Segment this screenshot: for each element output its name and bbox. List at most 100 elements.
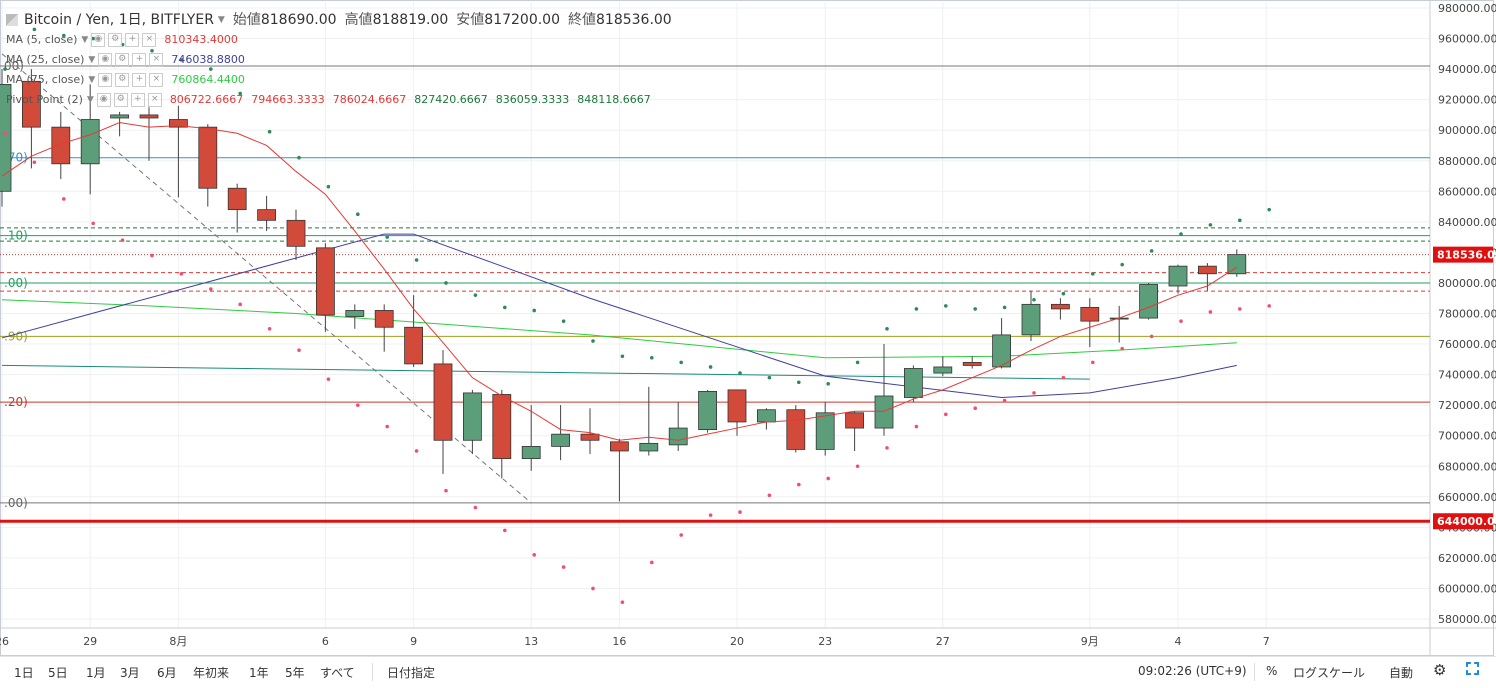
candle-body — [404, 326, 424, 365]
indicator-name[interactable]: MA (25, close) — [6, 53, 85, 66]
indicator-name[interactable]: MA (75, close) — [6, 73, 85, 86]
eye-icon[interactable]: ◉ — [98, 73, 113, 87]
sar-dot — [326, 184, 331, 189]
sar-dot — [1179, 319, 1183, 323]
sar-dot — [1149, 334, 1154, 339]
indicator-row[interactable]: Pivot Point (2) ▼ ◉ ⚙ + × 806722.6667 794663.33… — [6, 90, 672, 110]
candle-body — [1168, 265, 1188, 287]
symbol-row: Bitcoin / Yen, 1日, BITFLYER ▼ 始値 818690.0… — [6, 10, 672, 30]
sar-dot — [414, 258, 419, 262]
ma25-line — [1, 233, 1237, 399]
plus-icon[interactable]: + — [132, 73, 147, 87]
sar-dot — [238, 302, 242, 307]
close-icon[interactable]: × — [149, 73, 164, 87]
ma5-line — [1, 122, 1238, 441]
chevron-down-icon[interactable]: ▼ — [86, 95, 94, 105]
indicator-row[interactable]: MA (5, close) ▼ ◉ ⚙ + × 810343.4000 — [6, 30, 672, 50]
gear-icon[interactable]: ⚙ — [115, 73, 130, 87]
eye-icon[interactable]: ◉ — [91, 33, 106, 47]
sar-dot — [1238, 307, 1242, 311]
candle-body — [286, 219, 306, 247]
plus-icon[interactable]: + — [130, 93, 145, 107]
symbol-title[interactable]: Bitcoin / Yen, 1日, BITFLYER — [24, 12, 214, 28]
range-button[interactable]: 1月 — [86, 666, 106, 680]
sar-dot — [1091, 271, 1095, 276]
fib-level-label: 00) — [4, 59, 24, 73]
range-button[interactable]: 6月 — [157, 666, 177, 680]
range-button[interactable]: 1日 — [14, 666, 34, 680]
sar-dot — [179, 58, 184, 62]
eye-icon[interactable]: ◉ — [96, 93, 111, 107]
sar-dot — [708, 365, 713, 369]
range-button[interactable]: 5日 — [48, 666, 68, 680]
candle-body — [374, 310, 394, 328]
plus-icon[interactable]: + — [125, 33, 140, 47]
sar-dot — [473, 505, 478, 510]
fullscreen-icon[interactable] — [1466, 662, 1479, 675]
gear-icon[interactable]: ⚙ — [108, 33, 123, 47]
low-value: 817200.00 — [484, 12, 560, 28]
price-tick-label: 660000.00 — [1438, 491, 1496, 504]
range-button[interactable]: 1年 — [249, 666, 269, 680]
last-price-tag-bg — [1433, 246, 1493, 263]
range-button[interactable]: 5年 — [285, 666, 305, 680]
indicator-value: 760864.4400 — [171, 73, 245, 86]
candle-body — [227, 187, 247, 211]
gear-icon[interactable]: ⚙ — [1433, 661, 1447, 679]
indicator-row[interactable]: MA (75, close) ▼ ◉ ⚙ + × 760864.4400 — [6, 70, 672, 90]
candle-body — [1139, 284, 1158, 319]
sar-dot — [1267, 304, 1271, 308]
close-icon[interactable]: × — [142, 33, 157, 47]
range-button[interactable]: 年初来 — [193, 666, 230, 680]
support-price-tag: 644000.00 — [1437, 515, 1496, 528]
candle-body — [1080, 306, 1100, 322]
sar-dot — [679, 533, 683, 537]
plus-icon[interactable]: + — [132, 53, 147, 67]
high-label: 高値 — [344, 12, 373, 28]
candle-body — [992, 334, 1011, 368]
sar-dot — [150, 253, 154, 258]
indicator-values: 806722.6667 794663.3333 786024.6667 827420.… — [162, 90, 651, 110]
close-icon[interactable]: × — [149, 53, 164, 67]
sar-dot — [1238, 218, 1242, 223]
percent-toggle[interactable]: % — [1266, 664, 1278, 678]
range-button[interactable]: 3月 — [120, 666, 140, 680]
indicator-row[interactable]: MA (25, close) ▼ ◉ ⚙ + × 746038.8800 — [6, 50, 672, 70]
candle-body — [462, 392, 482, 441]
time-tick-label: 20 — [730, 635, 744, 648]
close-icon[interactable]: × — [147, 93, 162, 107]
date-picker-button[interactable]: 日付指定 — [387, 666, 436, 680]
sar-dot — [973, 307, 977, 311]
gear-icon[interactable]: ⚙ — [115, 53, 130, 67]
range-button[interactable]: すべて — [320, 666, 355, 680]
sar-dot — [532, 553, 536, 557]
sar-dot — [62, 197, 66, 201]
indicator-name[interactable]: MA (5, close) — [6, 33, 78, 46]
price-tick-label: 880000.00 — [1438, 155, 1496, 168]
candle-body — [668, 427, 688, 446]
chevron-down-icon[interactable]: ▼ — [81, 35, 89, 45]
sar-dot — [914, 307, 919, 311]
eye-icon[interactable]: ◉ — [98, 53, 113, 67]
chevron-down-icon[interactable]: ▼ — [88, 75, 96, 85]
sar-dot — [1149, 249, 1154, 253]
clock-readout[interactable]: 09:02:26 (UTC+9) — [1138, 664, 1247, 678]
gear-icon[interactable]: ⚙ — [113, 93, 128, 107]
sar-dot — [1002, 305, 1007, 310]
log-scale-toggle[interactable]: ログスケール — [1293, 666, 1366, 680]
time-tick-label: 27 — [936, 635, 950, 648]
price-tick-label: 980000.00 — [1438, 2, 1496, 15]
auto-scale-toggle[interactable]: 自動 — [1389, 666, 1414, 680]
chevron-down-icon[interactable]: ▼ — [88, 55, 96, 65]
price-tick-label: 940000.00 — [1438, 63, 1496, 76]
candle-body — [198, 126, 218, 189]
candle-body — [815, 412, 835, 450]
price-tick-label: 840000.00 — [1438, 216, 1496, 229]
sar-dot — [944, 412, 948, 417]
sar-dot — [326, 377, 331, 381]
sar-dot — [885, 326, 889, 331]
sar-dot — [973, 406, 977, 411]
indicator-name[interactable]: Pivot Point (2) — [6, 93, 83, 106]
chevron-down-icon[interactable]: ▼ — [217, 15, 225, 25]
